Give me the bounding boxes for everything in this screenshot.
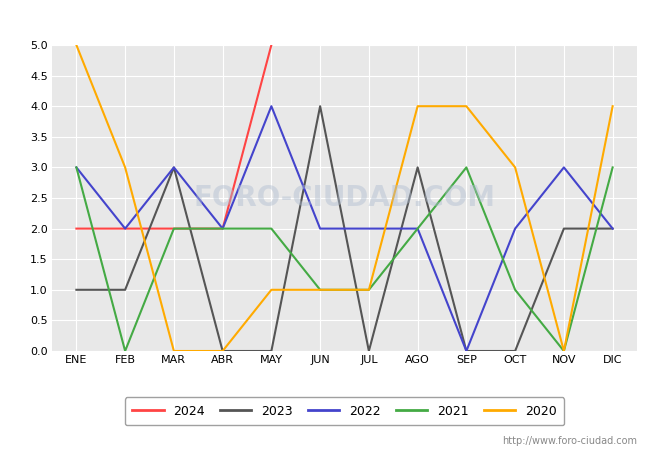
Text: http://www.foro-ciudad.com: http://www.foro-ciudad.com [502, 436, 637, 446]
Text: FORO-CIUDAD.COM: FORO-CIUDAD.COM [194, 184, 495, 212]
Text: Matriculaciones de Vehiculos en Cambil: Matriculaciones de Vehiculos en Cambil [146, 11, 504, 29]
Legend: 2024, 2023, 2022, 2021, 2020: 2024, 2023, 2022, 2021, 2020 [125, 397, 564, 425]
